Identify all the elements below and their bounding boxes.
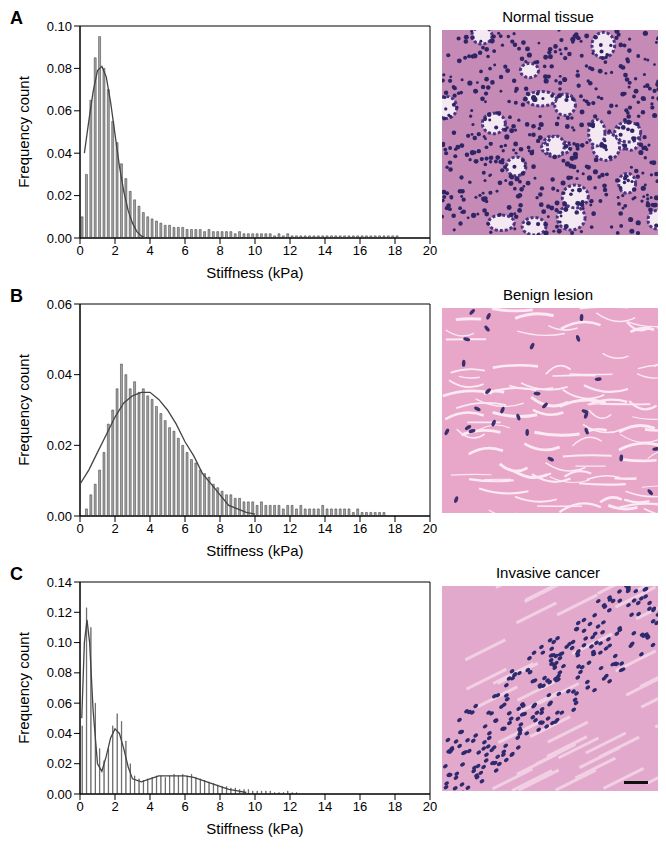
svg-text:0.14: 0.14	[47, 575, 72, 590]
svg-text:18: 18	[388, 799, 402, 814]
svg-text:0.08: 0.08	[47, 61, 72, 76]
html-text:Invasive cancer: Invasive cancer	[495, 564, 601, 581]
svg-text:0: 0	[76, 799, 83, 814]
svg-text:0.02: 0.02	[47, 756, 72, 771]
svg-text:2: 2	[111, 243, 118, 258]
svg-text:2: 2	[111, 521, 118, 536]
svg-text:0: 0	[76, 521, 83, 536]
html-text:B: B	[10, 286, 23, 306]
html-text:Normal tissue: Normal tissue	[502, 8, 594, 25]
svg-text:18: 18	[388, 521, 402, 536]
svg-text:0.06: 0.06	[47, 103, 72, 118]
svg-text:12: 12	[283, 243, 297, 258]
svg-text:6: 6	[181, 799, 188, 814]
svg-text:8: 8	[216, 799, 223, 814]
svg-text:0.06: 0.06	[47, 696, 72, 711]
svg-text:Stiffness (kPa): Stiffness (kPa)	[206, 542, 303, 559]
svg-text:6: 6	[181, 521, 188, 536]
svg-text:14: 14	[318, 799, 332, 814]
html-text:Benign lesion: Benign lesion	[503, 286, 593, 303]
svg-text:Frequency count: Frequency count	[15, 353, 32, 466]
svg-text:2: 2	[111, 799, 118, 814]
svg-text:16: 16	[353, 243, 367, 258]
svg-text:10: 10	[248, 521, 262, 536]
svg-text:20: 20	[423, 243, 437, 258]
svg-text:0.00: 0.00	[47, 787, 72, 802]
svg-text:0.04: 0.04	[47, 146, 72, 161]
svg-text:0.10: 0.10	[47, 19, 72, 34]
svg-text:18: 18	[388, 243, 402, 258]
svg-text:Stiffness (kPa): Stiffness (kPa)	[206, 264, 303, 281]
svg-text:8: 8	[216, 521, 223, 536]
svg-text:0.04: 0.04	[47, 726, 72, 741]
svg-text:0.12: 0.12	[47, 605, 72, 620]
svg-text:0.10: 0.10	[47, 635, 72, 650]
svg-text:0.04: 0.04	[47, 367, 72, 382]
svg-text:4: 4	[146, 799, 153, 814]
html-text:A: A	[10, 8, 23, 28]
svg-text:0: 0	[76, 243, 83, 258]
svg-text:Frequency count: Frequency count	[15, 75, 32, 188]
svg-text:10: 10	[248, 243, 262, 258]
svg-text:0.06: 0.06	[47, 297, 72, 312]
svg-text:Stiffness (kPa): Stiffness (kPa)	[206, 820, 303, 837]
svg-text:0.02: 0.02	[47, 438, 72, 453]
svg-text:4: 4	[146, 521, 153, 536]
svg-text:4: 4	[146, 243, 153, 258]
svg-text:10: 10	[248, 799, 262, 814]
svg-text:6: 6	[181, 243, 188, 258]
html-text:C: C	[10, 564, 23, 584]
svg-text:12: 12	[283, 799, 297, 814]
svg-text:12: 12	[283, 521, 297, 536]
svg-text:20: 20	[423, 521, 437, 536]
svg-text:0.02: 0.02	[47, 188, 72, 203]
svg-text:14: 14	[318, 243, 332, 258]
svg-text:20: 20	[423, 799, 437, 814]
svg-text:0.08: 0.08	[47, 665, 72, 680]
svg-text:14: 14	[318, 521, 332, 536]
svg-text:16: 16	[353, 799, 367, 814]
svg-text:0.00: 0.00	[47, 231, 72, 246]
svg-text:8: 8	[216, 243, 223, 258]
svg-text:Frequency count: Frequency count	[15, 631, 32, 744]
svg-text:16: 16	[353, 521, 367, 536]
svg-text:0.00: 0.00	[47, 509, 72, 524]
